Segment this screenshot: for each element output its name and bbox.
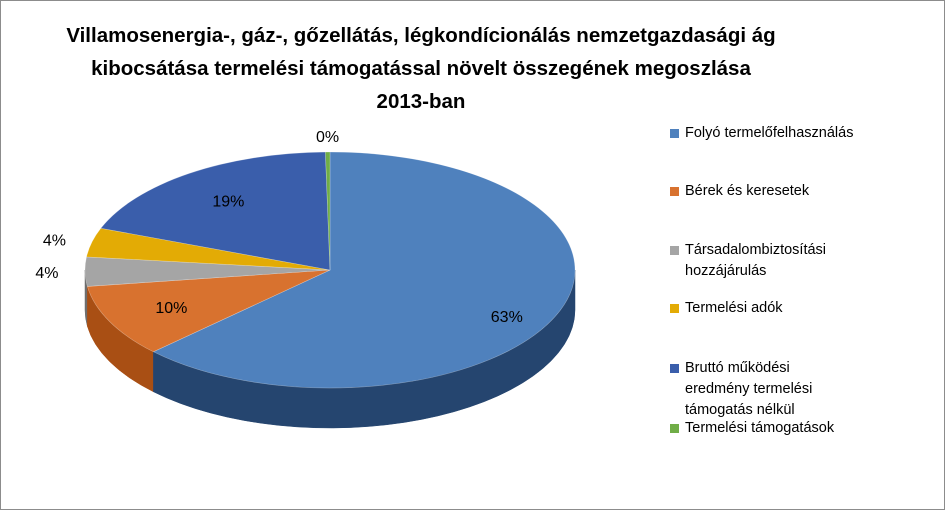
legend-swatch [670, 246, 679, 255]
chart-title: Villamosenergia-, gáz-, gőzellátás, légk… [61, 19, 781, 118]
legend-label: Társadalombiztosítási hozzájárulás [685, 242, 827, 279]
chart-title-line-2: kibocsátása termelési támogatással növel… [91, 57, 751, 80]
legend-label: Termelési adók [685, 300, 783, 316]
legend-label: Bérek és keresetek [685, 183, 810, 199]
pie-slice-brutto-mukodesi-eredmeny-termelesi-tamogatas-nelkul[interactable] [100, 151, 331, 271]
data-label-tarsadalombiztositasi-hozzajarulas: 4% [35, 265, 58, 282]
chart-title-line-3: 2013-ban [376, 90, 466, 113]
pie-slice-termelesi-adok[interactable] [86, 227, 331, 271]
legend-label: Folyó termelőfelhasználás [685, 125, 854, 141]
legend-swatch [670, 187, 679, 196]
data-label-termelesi-adok: 4% [43, 233, 66, 250]
pie-slice-termelesi-tamogatasok[interactable] [325, 151, 331, 271]
legend-swatch [670, 424, 679, 433]
chart-title-line-1: Villamosenergia-, gáz-, gőzellátás, légk… [66, 24, 776, 47]
legend-swatch [670, 364, 679, 373]
data-label-brutto-mukodesi-eredmeny-termelesi-tamogatas-nelkul: 19% [212, 194, 244, 211]
data-label-folyo-termelofelhasznalas: 63% [491, 309, 523, 326]
data-label-termelesi-tamogatasok: 0% [316, 129, 339, 146]
legend-label: Termelési támogatások [685, 420, 835, 436]
legend-label: Bruttó működési eredmény termelési támog… [685, 360, 813, 418]
data-label-berek-es-keresetek: 10% [155, 300, 187, 317]
pie-slice-tarsadalombiztositasi-hozzajarulas[interactable] [84, 256, 331, 287]
legend-swatch [670, 129, 679, 138]
pie-slice-berek-es-keresetek[interactable] [86, 269, 331, 353]
pie-slice-folyo-termelofelhasznalas[interactable] [152, 151, 576, 389]
legend-swatch [670, 304, 679, 313]
